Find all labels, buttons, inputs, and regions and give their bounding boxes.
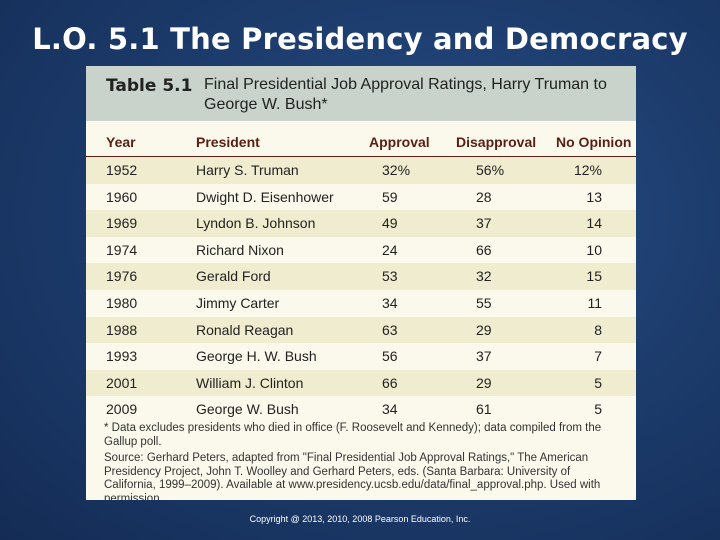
cell-approval: 66 bbox=[382, 374, 398, 391]
copyright-notice: Copyright @ 2013, 2010, 2008 Pearson Edu… bbox=[249, 514, 471, 524]
table-row: 1969 Lyndon B. Johnson 49 37 14 bbox=[86, 210, 636, 237]
table-body: 1952 Harry S. Truman 32% 56% 12% 1960 Dw… bbox=[86, 156, 636, 423]
cell-disapproval: 55 bbox=[476, 294, 492, 311]
cell-president: Gerald Ford bbox=[196, 268, 271, 285]
cell-no-opinion: 15 bbox=[586, 268, 602, 285]
table-row: 1952 Harry S. Truman 32% 56% 12% bbox=[86, 156, 636, 184]
table-row: 2001 William J. Clinton 66 29 5 bbox=[86, 369, 636, 397]
table-row: 1993 George H. W. Bush 56 37 7 bbox=[86, 343, 636, 370]
cell-year: 1974 bbox=[106, 241, 138, 258]
cell-approval: 53 bbox=[382, 268, 398, 285]
cell-disapproval: 37 bbox=[476, 348, 492, 365]
cell-year: 1980 bbox=[106, 294, 138, 311]
cell-year: 1976 bbox=[106, 268, 138, 285]
cell-disapproval: 56% bbox=[476, 162, 505, 178]
table-caption-bar: Table 5.1 Final Presidential Job Approva… bbox=[86, 66, 636, 121]
cell-disapproval: 66 bbox=[476, 241, 492, 258]
header-president: President bbox=[196, 134, 260, 150]
cell-disapproval: 37 bbox=[476, 215, 492, 232]
cell-no-opinion: 5 bbox=[594, 401, 602, 418]
cell-disapproval: 32 bbox=[476, 268, 492, 285]
header-disapproval: Disapproval bbox=[456, 134, 537, 150]
cell-president: Lyndon B. Johnson bbox=[196, 215, 316, 232]
cell-approval: 34 bbox=[382, 401, 398, 418]
table-row: 1976 Gerald Ford 53 32 15 bbox=[86, 263, 636, 290]
cell-no-opinion: 10 bbox=[586, 241, 602, 258]
cell-approval: 49 bbox=[382, 215, 398, 232]
header-no-opinion: No Opinion bbox=[556, 134, 632, 150]
cell-year: 1988 bbox=[106, 321, 138, 338]
table-row: 1988 Ronald Reagan 63 29 8 bbox=[86, 316, 636, 344]
table-row: 1980 Jimmy Carter 34 55 11 bbox=[86, 290, 636, 317]
cell-no-opinion: 13 bbox=[586, 188, 602, 205]
cell-president: Richard Nixon bbox=[196, 241, 284, 258]
cell-president: Harry S. Truman bbox=[196, 162, 299, 178]
cell-disapproval: 29 bbox=[476, 321, 492, 338]
cell-president: George H. W. Bush bbox=[196, 348, 317, 365]
cell-no-opinion: 5 bbox=[594, 374, 602, 391]
table-row: 1974 Richard Nixon 24 66 10 bbox=[86, 237, 636, 264]
cell-president: Ronald Reagan bbox=[196, 321, 294, 338]
cell-year: 1969 bbox=[106, 215, 138, 232]
cell-approval: 24 bbox=[382, 241, 398, 258]
cell-year: 2009 bbox=[106, 401, 138, 418]
cell-approval: 63 bbox=[382, 321, 398, 338]
cell-approval: 32% bbox=[382, 162, 411, 178]
cell-president: William J. Clinton bbox=[196, 374, 304, 391]
cell-approval: 56 bbox=[382, 348, 398, 365]
cell-no-opinion: 12% bbox=[573, 162, 602, 178]
table-caption: Final Presidential Job Approval Ratings,… bbox=[204, 76, 607, 113]
table-source: Source: Gerhard Peters, adapted from "Fi… bbox=[104, 452, 601, 500]
cell-year: 1960 bbox=[106, 188, 138, 205]
cell-approval: 34 bbox=[382, 294, 398, 311]
cell-president: Jimmy Carter bbox=[196, 294, 280, 311]
cell-no-opinion: 14 bbox=[586, 215, 602, 232]
table-footnote: * Data excludes presidents who died in o… bbox=[104, 422, 602, 448]
cell-no-opinion: 11 bbox=[587, 294, 602, 311]
table-panel: Table 5.1 Final Presidential Job Approva… bbox=[86, 66, 636, 500]
table-label: Table 5.1 bbox=[106, 76, 193, 96]
table-notes: * Data excludes presidents who died in o… bbox=[104, 422, 624, 500]
table-row: 1960 Dwight D. Eisenhower 59 28 13 bbox=[86, 184, 636, 211]
cell-disapproval: 29 bbox=[476, 374, 492, 391]
header-approval: Approval bbox=[369, 134, 430, 150]
cell-year: 2001 bbox=[106, 374, 138, 391]
header-year: Year bbox=[106, 134, 136, 150]
cell-year: 1952 bbox=[106, 162, 138, 178]
slide-title: L.O. 5.1 The Presidency and Democracy bbox=[32, 22, 688, 56]
cell-disapproval: 61 bbox=[476, 401, 492, 418]
cell-disapproval: 28 bbox=[476, 188, 492, 205]
cell-no-opinion: 7 bbox=[594, 348, 602, 365]
table-row: 2009 George W. Bush 34 61 5 bbox=[86, 396, 636, 423]
cell-president: George W. Bush bbox=[196, 401, 299, 418]
cell-approval: 59 bbox=[382, 188, 398, 205]
cell-president: Dwight D. Eisenhower bbox=[196, 188, 334, 205]
cell-no-opinion: 8 bbox=[594, 321, 602, 338]
cell-year: 1993 bbox=[106, 348, 138, 365]
